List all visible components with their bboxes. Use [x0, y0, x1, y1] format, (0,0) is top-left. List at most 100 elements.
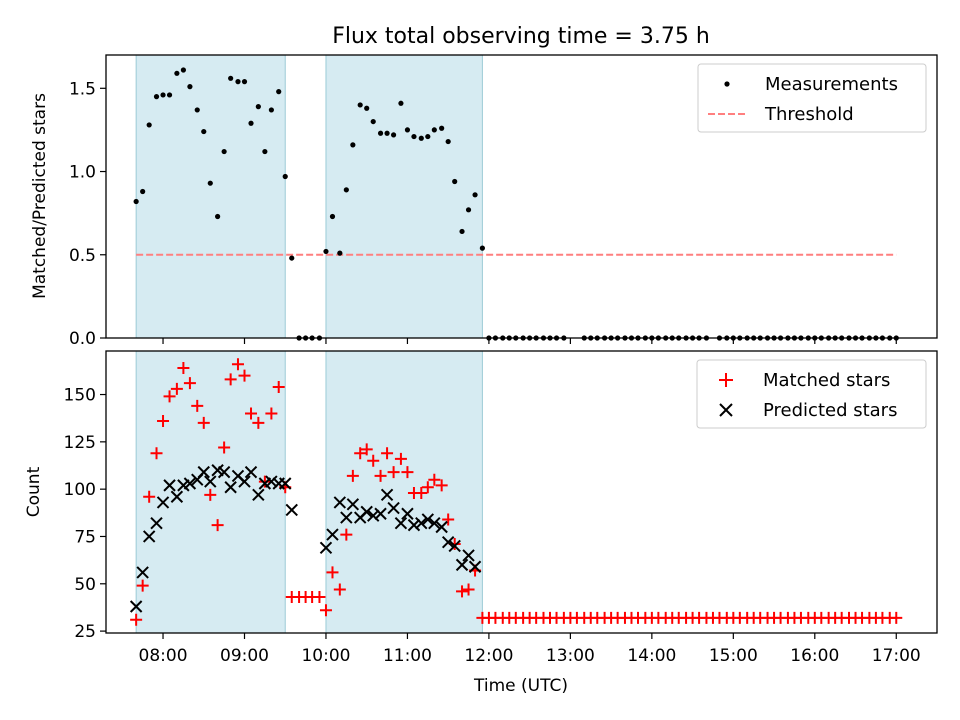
measurement-point	[384, 130, 390, 136]
predicted-star-point	[468, 560, 482, 573]
bottom-y-tick-label: 100	[64, 480, 96, 500]
bottom-y-tick-label: 75	[74, 527, 96, 547]
measurement-point	[235, 79, 241, 85]
measurement-point	[276, 89, 282, 95]
matched-star-point	[224, 373, 237, 386]
measurement-point	[411, 133, 417, 140]
predicted-star-point	[367, 509, 380, 522]
predicted-star-point	[448, 539, 461, 553]
top-observing-windows	[135, 54, 483, 339]
matched-star-point	[401, 466, 414, 479]
measurement-point	[228, 75, 234, 81]
observing-window-2	[325, 350, 483, 634]
matched-star-point	[333, 583, 346, 596]
predicted-star-point	[360, 505, 373, 519]
chart-title: Flux total observing time = 3.75 h	[332, 24, 710, 49]
predicted-star-point	[170, 490, 184, 503]
measurement-point	[146, 122, 152, 128]
measurement-point	[329, 213, 336, 220]
predicted-stars-points	[129, 464, 482, 613]
measurement-point	[248, 120, 254, 126]
x-tick-label: 12:00	[464, 646, 513, 666]
measurement-point	[201, 128, 207, 135]
predicted-star-point	[129, 600, 143, 613]
measurement-point	[268, 107, 274, 113]
matched-star-point	[130, 613, 143, 626]
predicted-star-point	[204, 475, 217, 488]
predicted-star-point	[415, 517, 428, 530]
measurement-point	[215, 213, 221, 220]
matched-star-point	[150, 447, 163, 460]
top-y-ticks: 0.0 0.5 1.0 1.5	[69, 79, 106, 349]
top-x-ticks	[162, 338, 897, 344]
measurement-point	[187, 84, 193, 90]
bottom-y-axis-label: Count	[24, 466, 44, 517]
measurement-point	[194, 107, 200, 113]
bottom-panel: 25 50 75 100 125 150 08:00 09:00 10:00 11:00 12:0…	[24, 350, 938, 696]
predicted-star-point	[136, 566, 149, 579]
x-tick-label: 17:00	[872, 646, 921, 666]
matched-star-point	[340, 528, 353, 541]
observing-window-2	[325, 54, 483, 339]
measurement-point	[282, 173, 288, 180]
measurement-point	[241, 79, 248, 85]
bottom-y-tick-label: 25	[74, 622, 96, 642]
x-tick-label: 13:00	[546, 646, 595, 666]
measurement-point	[343, 187, 349, 193]
predicted-star-point	[197, 465, 210, 479]
matched-star-point	[272, 380, 285, 393]
matched-star-point	[890, 611, 903, 624]
top-panel: Flux total observing time = 3.75 h 0.0 0.…	[30, 24, 938, 349]
predicted-star-point	[380, 488, 394, 502]
matched-star-point	[163, 390, 176, 403]
matched-star-point	[462, 583, 475, 596]
measurement-point	[140, 188, 146, 195]
legend-predicted-marker	[719, 403, 733, 417]
matched-star-point	[191, 399, 204, 412]
bottom-y-tick-label: 150	[64, 386, 96, 406]
predicted-star-point	[183, 477, 197, 490]
measurement-point	[465, 207, 472, 213]
matched-star-point	[313, 591, 326, 604]
predicted-star-point	[346, 498, 360, 511]
predicted-star-point	[441, 535, 455, 549]
matched-star-point	[197, 416, 210, 429]
matched-star-point	[374, 469, 387, 482]
matched-star-point	[231, 358, 244, 371]
predicted-star-point	[462, 549, 475, 562]
matched-stars-points	[130, 358, 903, 626]
matched-star-point	[157, 415, 170, 428]
matched-star-point	[252, 416, 265, 429]
matched-star-point	[387, 466, 400, 479]
x-axis-label: Time (UTC)	[473, 676, 568, 696]
matched-star-point	[435, 479, 448, 492]
predicted-star-point	[244, 465, 258, 479]
predicted-star-point	[340, 511, 353, 524]
measurement-point	[255, 104, 261, 110]
bottom-axes-frame	[105, 350, 938, 634]
measurement-point	[472, 192, 478, 198]
bottom-legend: Matched stars Predicted stars	[696, 359, 927, 429]
top-y-tick-label: 0.0	[69, 329, 96, 349]
predicted-star-point	[163, 479, 176, 492]
top-axes-frame	[105, 54, 938, 339]
measurement-point	[160, 92, 166, 98]
top-y-tick-label: 0.5	[69, 246, 96, 266]
predicted-star-point	[217, 465, 231, 479]
matched-star-point	[258, 475, 271, 488]
predicted-star-point	[401, 507, 414, 520]
x-tick-label: 16:00	[790, 646, 839, 666]
measurement-point	[153, 94, 160, 100]
matched-star-point	[218, 441, 231, 454]
measurement-point	[459, 228, 465, 235]
measurement-point	[166, 92, 173, 98]
predicted-star-point	[319, 541, 333, 555]
legend-predicted-label: Predicted stars	[763, 400, 897, 421]
matched-star-point	[211, 519, 224, 532]
legend-measurements-marker	[724, 81, 730, 87]
matched-star-point	[170, 382, 183, 395]
predicted-star-point	[374, 507, 387, 520]
measurement-point	[133, 198, 139, 205]
measurement-point	[289, 255, 295, 261]
